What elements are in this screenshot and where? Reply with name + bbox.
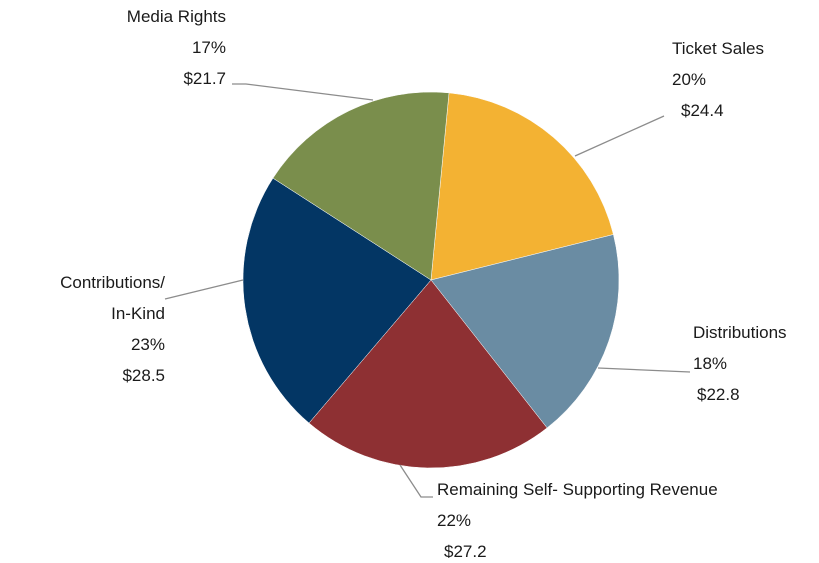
slice-value-label-distributions: $22.8 bbox=[697, 385, 740, 404]
pie-slice-distributions bbox=[430, 234, 620, 429]
slice-value-label-remaining-self-supporting-revenue: $27.2 bbox=[444, 542, 487, 558]
leader-line-contributions-in-kind bbox=[164, 279, 244, 300]
slice-value-label-ticket-sales: $24.4 bbox=[681, 101, 724, 120]
slice-percent-label-media-rights: 17% bbox=[192, 38, 226, 57]
slice-name-label-remaining-self-supporting-revenue: Remaining Self- Supporting Revenue bbox=[437, 480, 718, 499]
slice-labels: Ticket Sales 20% $24.4 Distributions 18% $22.… bbox=[60, 7, 787, 561]
leader-line-ticket-sales bbox=[574, 115, 665, 157]
slice-name-label-contributions-in-kind: Contributions/ bbox=[60, 273, 165, 292]
slice-percent-label-remaining-self-supporting-revenue: 22% bbox=[437, 511, 471, 530]
leader-line-remaining-self-supporting-revenue bbox=[399, 464, 433, 498]
leader-line-media-rights bbox=[232, 83, 374, 101]
pie-slice-media-rights bbox=[272, 91, 450, 281]
pie-slice-ticket-sales bbox=[430, 92, 614, 281]
slice-value-label-media-rights: $21.7 bbox=[183, 69, 226, 88]
slice-percent-label-contributions-in-kind: 23% bbox=[131, 335, 165, 354]
slice-name-label-contributions-in-kind: In-Kind bbox=[111, 304, 165, 323]
slice-percent-label-distributions: 18% bbox=[693, 354, 727, 373]
slice-percent-label-ticket-sales: 20% bbox=[672, 70, 706, 89]
pie-slice-contributions-in-kind bbox=[242, 177, 432, 424]
slice-name-label-media-rights: Media Rights bbox=[127, 7, 226, 26]
leader-line-distributions bbox=[597, 367, 691, 373]
slice-value-label-contributions-in-kind: $28.5 bbox=[122, 366, 165, 385]
slice-name-label-distributions: Distributions bbox=[693, 323, 787, 342]
pie-slices bbox=[242, 91, 620, 469]
slice-name-label-ticket-sales: Ticket Sales bbox=[672, 39, 764, 58]
pie-slice-remaining-self-supporting-revenue bbox=[308, 279, 548, 469]
leader-lines bbox=[164, 83, 691, 498]
